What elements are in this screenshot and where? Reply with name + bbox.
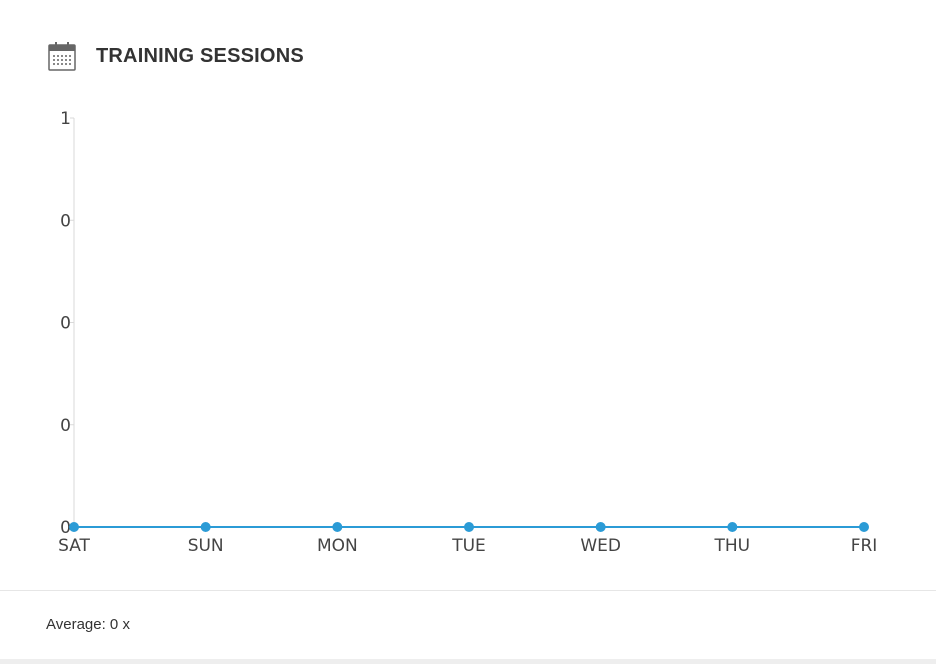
data-point bbox=[727, 522, 738, 532]
calendar-icon bbox=[48, 41, 76, 71]
data-point bbox=[595, 522, 606, 532]
y-tick-label: 0 bbox=[60, 518, 71, 538]
average-label: Average: 0 x bbox=[46, 616, 130, 633]
x-tick-label: THU bbox=[714, 536, 751, 556]
x-tick-label: TUE bbox=[451, 536, 486, 556]
card-footer: Average: 0 x bbox=[0, 591, 936, 659]
footer-divider bbox=[0, 590, 936, 591]
bottom-strip bbox=[0, 659, 936, 664]
data-point bbox=[332, 522, 343, 532]
y-axis-ticks: 1 0 0 0 0 bbox=[60, 109, 74, 538]
y-tick-label: 0 bbox=[60, 314, 71, 334]
card-title: TRAINING SESSIONS bbox=[96, 44, 304, 67]
training-sessions-chart: 1 0 0 0 0 SAT SUN MON TUE WED THU FRI bbox=[58, 109, 877, 556]
x-tick-label: MON bbox=[317, 536, 358, 556]
x-tick-label: SAT bbox=[58, 536, 90, 556]
x-axis-ticks: SAT SUN MON TUE WED THU FRI bbox=[58, 536, 877, 556]
data-point bbox=[69, 522, 79, 532]
card-header: TRAINING SESSIONS bbox=[48, 40, 304, 72]
y-tick-label: 1 bbox=[60, 109, 71, 129]
series-group bbox=[69, 522, 869, 532]
y-tick-label: 0 bbox=[60, 211, 71, 231]
data-point bbox=[200, 522, 211, 532]
x-tick-label: SUN bbox=[188, 536, 224, 556]
data-point bbox=[464, 522, 474, 532]
y-tick-label: 0 bbox=[60, 416, 71, 436]
data-point bbox=[859, 522, 869, 532]
x-tick-label: FRI bbox=[851, 536, 878, 556]
x-tick-label: WED bbox=[580, 536, 621, 556]
